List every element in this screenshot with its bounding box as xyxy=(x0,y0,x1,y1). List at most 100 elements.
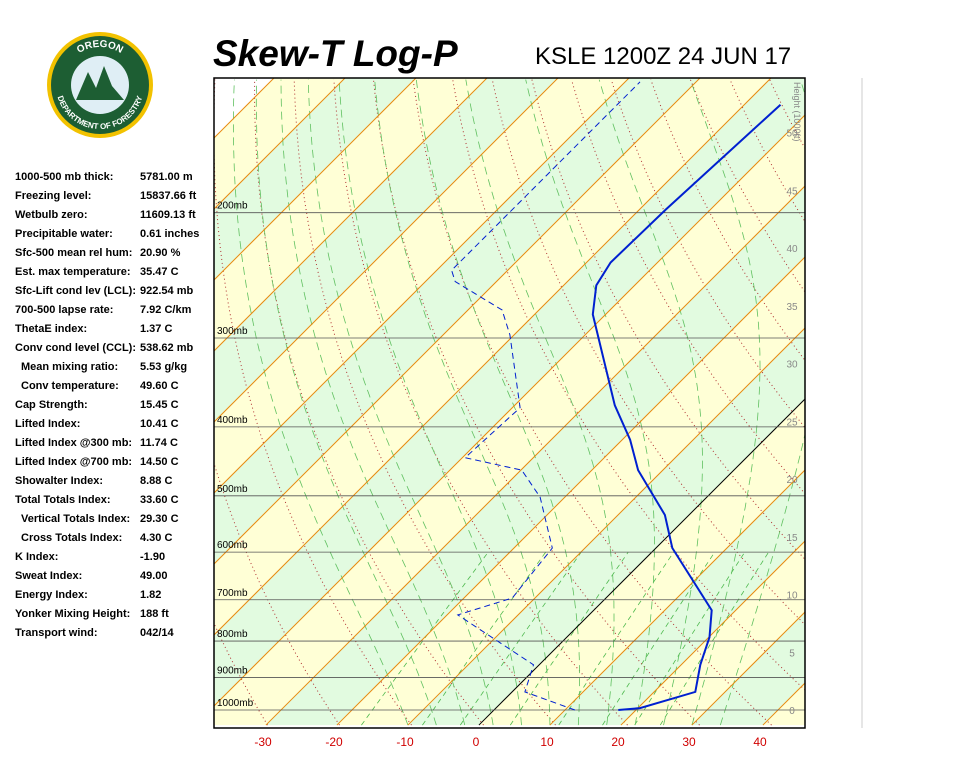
stat-label: ThetaE index: xyxy=(15,323,87,335)
x-tick-label: -20 xyxy=(325,735,343,749)
y-tick-label: 300mb xyxy=(217,326,248,337)
height-tick-label: 0 xyxy=(789,706,795,717)
stat-label: 700-500 lapse rate: xyxy=(15,304,113,316)
y-tick-label: 700mb xyxy=(217,588,248,599)
y-tick-label: 900mb xyxy=(217,665,248,676)
dry-adiabat xyxy=(849,80,960,726)
y-tick-label: 500mb xyxy=(217,484,248,495)
stat-value: 922.54 mb xyxy=(140,285,193,297)
logo-trees xyxy=(76,66,124,100)
stat-label: Showalter Index: xyxy=(15,475,103,487)
logo: OREGON DEPARTMENT OF FORESTRY xyxy=(47,32,153,138)
dewpoint-line xyxy=(451,81,641,711)
moist-adiabat xyxy=(232,79,409,726)
dry-adiabat xyxy=(610,79,805,429)
mixing-ratio-line xyxy=(634,551,746,726)
stat-value: 538.62 mb xyxy=(140,342,193,354)
height-axis-label: Height (1000ft) xyxy=(792,82,802,142)
stat-label: Conv cond level (CCL): xyxy=(15,342,136,354)
title: Skew-T Log-P xyxy=(213,33,458,74)
stat-value: 5.53 g/kg xyxy=(140,361,187,373)
stat-value: 4.30 C xyxy=(140,532,172,544)
height-tick-label: 40 xyxy=(786,244,798,255)
isotherm-tick xyxy=(407,327,805,726)
y-tick-label: 800mb xyxy=(217,629,248,640)
dry-adiabat xyxy=(889,80,960,726)
logo-top: OREGON xyxy=(75,39,125,56)
stat-label: Sfc-Lift cond lev (LCL): xyxy=(15,285,136,297)
height-tick-label: 30 xyxy=(786,360,798,371)
stat-label: Conv temperature: xyxy=(21,380,119,392)
isotherm-tick xyxy=(478,398,805,726)
height-tick-label: 5 xyxy=(789,648,795,659)
stat-value: 14.50 C xyxy=(140,456,179,468)
stat-label: K Index: xyxy=(15,551,58,563)
stat-label: Lifted Index @700 mb: xyxy=(15,456,132,468)
dry-adiabat xyxy=(650,79,805,362)
plot xyxy=(214,77,960,726)
stat-label: Precipitable water: xyxy=(15,228,113,240)
height-tick-label: 15 xyxy=(786,533,798,544)
dry-adiabat xyxy=(254,79,484,726)
plot-frame xyxy=(213,77,806,729)
isotherm-tick xyxy=(336,256,805,726)
isotherm xyxy=(214,78,346,210)
stat-label: 1000-500 mb thick: xyxy=(15,171,113,183)
stat-label: Yonker Mixing Height: xyxy=(15,608,130,620)
stat-value: 11609.13 ft xyxy=(140,209,196,221)
stat-value: 15837.66 ft xyxy=(140,190,197,202)
axes: 1000mb 900mb 800mb 700mb 600mb 500mb 400mb 300m… xyxy=(217,82,802,749)
stat-value: 29.30 C xyxy=(140,513,179,525)
band xyxy=(834,77,960,725)
stat-label: Cross Totals Index: xyxy=(21,532,122,544)
height-tick-label: 35 xyxy=(786,302,798,313)
moist-adiabat xyxy=(465,79,615,726)
mixing-ratio-line xyxy=(509,551,629,726)
y-tick-label: 600mb xyxy=(217,540,248,551)
moist-adiabat xyxy=(280,79,466,726)
isotherm xyxy=(214,78,630,494)
x-tick-label: 20 xyxy=(611,735,625,749)
y-tick-label: 1000mb xyxy=(217,698,254,709)
y-tick-label: 200mb xyxy=(217,201,248,212)
mixing-ratio-line xyxy=(602,551,716,726)
stat-value: 33.60 C xyxy=(140,494,179,506)
isotherm xyxy=(214,78,488,352)
temperature-line xyxy=(591,103,782,711)
stat-value: 20.90 % xyxy=(140,247,181,259)
moist-adiabat xyxy=(338,79,522,726)
stat-label: Transport wind: xyxy=(15,627,98,639)
moist-adiabat xyxy=(690,79,761,726)
stat-value: 15.45 C xyxy=(140,399,179,411)
dry-adiabat xyxy=(809,80,960,726)
stat-value: 042/14 xyxy=(140,627,175,639)
stat-label: Energy Index: xyxy=(15,589,88,601)
x-tick-label: -10 xyxy=(396,735,414,749)
isotherm xyxy=(214,78,417,281)
y-tick-label: 400mb xyxy=(217,415,248,426)
x-tick-label: 40 xyxy=(753,735,767,749)
band xyxy=(214,78,805,707)
height-tick-label: 20 xyxy=(786,475,798,486)
logo-top-text: OREGON xyxy=(75,39,125,56)
stat-value: 10.41 C xyxy=(140,418,179,430)
moist-adiabat xyxy=(415,79,580,726)
isotherm xyxy=(214,114,805,707)
isotherm xyxy=(214,78,559,423)
moist-adiabat xyxy=(719,79,805,726)
isotherm xyxy=(834,77,960,725)
x-tick-label: -30 xyxy=(254,735,272,749)
isotherm-tick xyxy=(549,469,805,726)
stat-label: Lifted Index @300 mb: xyxy=(15,437,132,449)
mixing-ratio-line xyxy=(422,551,547,726)
stat-value: 8.88 C xyxy=(140,475,172,487)
stat-label: Mean mixing ratio: xyxy=(21,361,118,373)
station: KSLE 1200Z 24 JUN 17 xyxy=(535,43,791,70)
x-tick-label: 30 xyxy=(682,735,696,749)
stat-label: Cap Strength: xyxy=(15,399,88,411)
stat-label: Total Totals Index: xyxy=(15,494,111,506)
stat-value: 49.00 xyxy=(140,570,168,582)
x-tick-label: 0 xyxy=(473,735,480,749)
stat-value: 1.82 xyxy=(140,589,161,601)
